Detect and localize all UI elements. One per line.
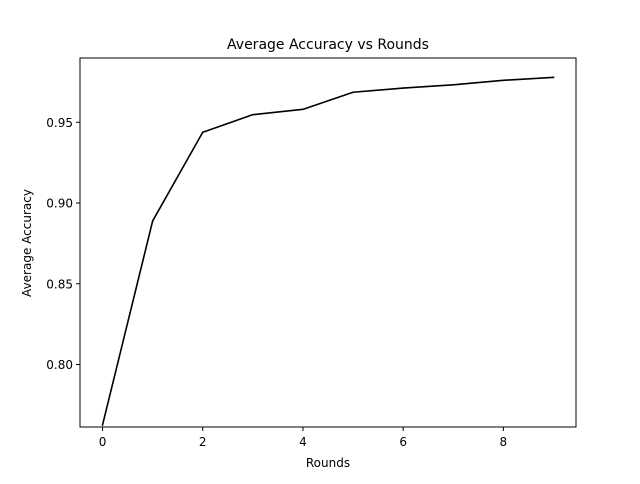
x-tick-label: 0 (99, 435, 107, 449)
data-point (201, 131, 204, 134)
data-point (302, 108, 304, 111)
y-tick-label: 0.90 (46, 197, 73, 211)
x-tick-label: 2 (199, 435, 207, 449)
series-layer (101, 76, 555, 426)
x-tick-label: 8 (500, 435, 508, 449)
y-axis-label: Average Accuracy (20, 189, 34, 297)
y-tick-label: 0.80 (46, 358, 73, 372)
x-tick-label: 6 (399, 435, 407, 449)
y-tick-label: 0.85 (46, 277, 73, 291)
data-point (402, 87, 404, 89)
plot-area (79, 57, 577, 428)
data-point (552, 76, 555, 79)
data-point (352, 91, 354, 94)
series-line (101, 76, 555, 426)
data-point (151, 220, 154, 222)
x-axis-ticks: 0 2 4 6 8 (99, 427, 507, 449)
x-tick-label: 4 (299, 435, 307, 449)
axes-frame (79, 57, 577, 428)
chart-title: Average Accuracy vs Rounds (227, 37, 429, 53)
data-point (252, 113, 254, 116)
data-point (101, 424, 104, 426)
data-point (452, 84, 455, 86)
y-tick-label: 0.95 (46, 116, 73, 130)
x-axis-label: Rounds (306, 456, 350, 470)
y-axis-ticks: 0.80 0.85 0.90 0.95 (46, 116, 80, 372)
data-point (502, 79, 505, 82)
